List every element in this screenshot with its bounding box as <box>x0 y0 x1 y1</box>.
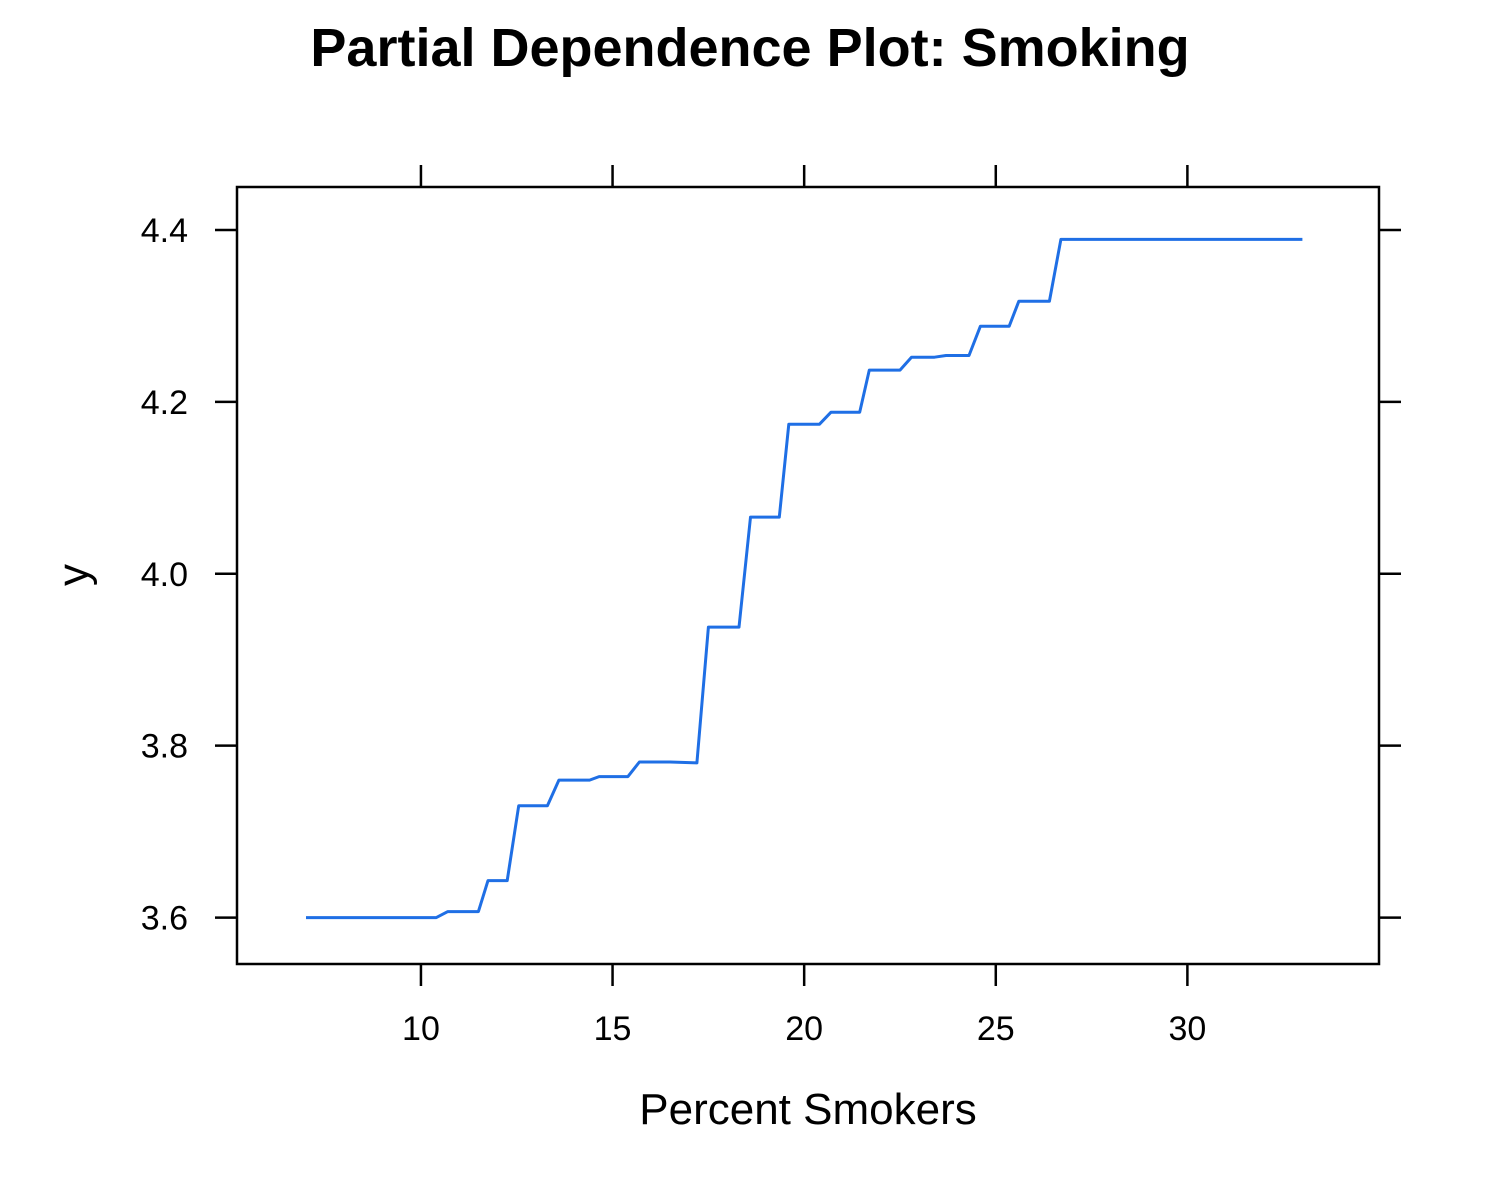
x-tick-label: 25 <box>977 1010 1015 1048</box>
series-layer <box>306 237 1303 920</box>
series-line <box>306 237 1303 920</box>
y-tick-label: 3.8 <box>141 728 188 766</box>
x-axis-bottom: 10 15 20 25 30 <box>402 964 1206 1048</box>
y-axis-left: 3.6 3.8 4.0 4.2 4.4 <box>141 212 237 938</box>
x-axis-top <box>419 165 1189 187</box>
x-tick-label: 30 <box>1168 1010 1206 1048</box>
y-axis-label: y <box>49 564 98 586</box>
y-tick-label: 3.6 <box>141 900 188 938</box>
y-tick-label: 4.2 <box>141 384 188 422</box>
x-tick-label: 20 <box>785 1010 823 1048</box>
chart-title: Partial Dependence Plot: Smoking <box>310 18 1189 78</box>
x-axis-label: Percent Smokers <box>639 1085 976 1134</box>
x-tick-label: 10 <box>402 1010 440 1048</box>
plot-frame <box>235 185 1381 966</box>
y-tick-label: 4.4 <box>141 212 188 250</box>
y-axis-right <box>1379 228 1401 919</box>
x-tick-label: 15 <box>594 1010 632 1048</box>
y-tick-label: 4.0 <box>141 556 188 594</box>
